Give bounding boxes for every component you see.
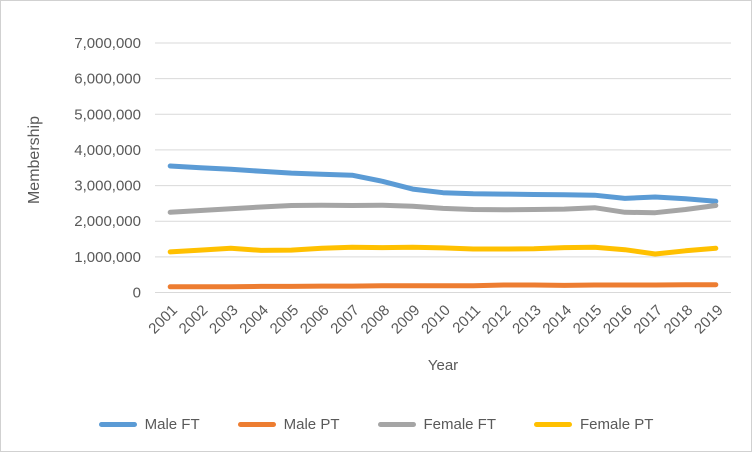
y-tick-label: 5,000,000 bbox=[74, 106, 141, 123]
y-tick-label: 3,000,000 bbox=[74, 178, 141, 195]
x-tick-label: 2002 bbox=[176, 302, 212, 338]
legend-swatch-female-ft bbox=[377, 421, 416, 427]
y-tick-label: 0 bbox=[133, 285, 141, 302]
x-tick-label: 2012 bbox=[479, 302, 515, 338]
x-tick-label: 2013 bbox=[509, 302, 545, 338]
legend-label-female-pt: Female PT bbox=[580, 415, 654, 433]
series-line-female-ft bbox=[167, 202, 719, 216]
legend-item-male-pt: Male PT bbox=[237, 415, 340, 433]
x-tick-label: 2017 bbox=[630, 302, 666, 338]
x-tick-label: 2014 bbox=[539, 302, 575, 338]
y-tick-label: 6,000,000 bbox=[74, 71, 141, 88]
x-tick-label: 2015 bbox=[570, 302, 606, 338]
legend-swatch-male-ft bbox=[98, 421, 137, 427]
x-tick-label: 2010 bbox=[418, 302, 454, 338]
series-line-male-pt bbox=[167, 282, 719, 290]
legend-item-female-ft: Female FT bbox=[377, 415, 497, 433]
legend-swatch-male-pt bbox=[237, 421, 276, 427]
legend-item-female-pt: Female PT bbox=[534, 416, 653, 433]
y-tick-label: 1,000,000 bbox=[74, 249, 141, 266]
x-tick-label: 2003 bbox=[206, 302, 242, 338]
x-tick-label: 2019 bbox=[691, 302, 727, 338]
x-tick-label: 2001 bbox=[145, 302, 181, 338]
legend: Male FT Male PT Female FT Female PT bbox=[1, 411, 751, 437]
x-tick-label: 2008 bbox=[358, 302, 394, 338]
x-tick-label: 2009 bbox=[388, 302, 424, 338]
x-tick-label: 2005 bbox=[267, 302, 303, 338]
x-tick-label: 2007 bbox=[327, 302, 363, 338]
legend-label-female-ft: Female FT bbox=[423, 415, 497, 433]
y-tick-label: 2,000,000 bbox=[74, 213, 141, 230]
x-tick-label: 2018 bbox=[661, 302, 697, 338]
x-tick-label: 2016 bbox=[600, 302, 636, 338]
y-tick-label: 4,000,000 bbox=[74, 142, 141, 159]
legend-label-male-pt: Male PT bbox=[283, 415, 340, 433]
series-line-male-ft bbox=[167, 163, 719, 204]
x-axis-title: Year bbox=[427, 357, 459, 374]
x-tick-label: 2006 bbox=[297, 302, 333, 338]
series-line-female-pt bbox=[167, 244, 719, 257]
legend-label-male-ft: Male FT bbox=[144, 415, 200, 433]
x-tick-label: 2004 bbox=[236, 302, 272, 338]
legend-swatch-female-pt bbox=[534, 421, 573, 427]
y-tick-label: 7,000,000 bbox=[74, 35, 141, 52]
x-tick-label: 2011 bbox=[449, 302, 484, 337]
legend-item-male-ft: Male FT bbox=[98, 415, 200, 433]
y-axis-title: Membership bbox=[26, 115, 43, 205]
